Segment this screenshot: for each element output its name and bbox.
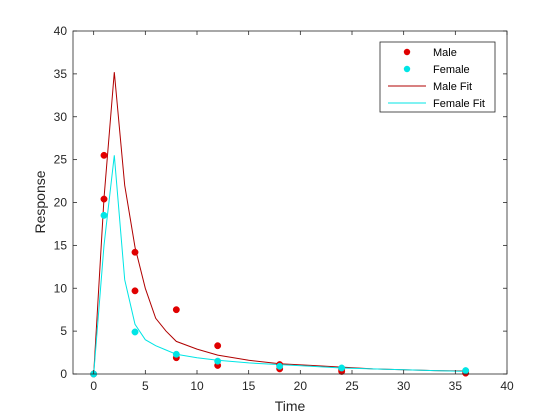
x-tick-label-25: 25 [345,379,359,393]
x-axis-label: Time [275,398,306,414]
x-tick-label-35: 35 [449,379,463,393]
y-tick-label-25: 25 [54,153,68,167]
male-point [131,248,139,256]
y-tick-label-5: 5 [60,324,67,338]
legend-label-female: Female [433,64,470,76]
female-point [172,350,180,358]
x-tick-label-15: 15 [242,379,256,393]
male-point [214,342,222,350]
female-point [276,362,284,370]
legend-label-male-fit: Male Fit [433,81,472,93]
legend: Male Female Male Fit Female Fit [379,41,496,113]
x-tick-label-20: 20 [294,379,308,393]
y-tick-label-15: 15 [54,238,68,252]
x-tick-label-40: 40 [500,379,514,393]
female-point [462,367,470,375]
x-tick-label-30: 30 [397,379,411,393]
female-point [100,211,108,219]
y-tick-label-0: 0 [60,367,67,381]
y-tick-label-40: 40 [54,24,68,38]
x-axis-ticks: 0 5 10 15 20 25 30 35 40 [90,31,514,393]
fit-lines [93,72,466,375]
legend-label-male: Male [433,47,457,59]
x-tick-label-0: 0 [90,379,97,393]
y-axis-ticks: 0 5 10 15 20 25 30 35 40 [54,24,507,381]
y-tick-label-10: 10 [54,281,68,295]
x-tick-label-5: 5 [142,379,149,393]
male-point [131,287,139,295]
male-point [100,151,108,159]
legend-box [379,41,496,113]
male-point [172,306,180,314]
y-tick-label-35: 35 [54,67,68,81]
y-tick-label-30: 30 [54,110,68,124]
x-tick-label-10: 10 [190,379,204,393]
y-tick-label-20: 20 [54,196,68,210]
female-point [338,364,346,372]
female-fit-line [93,155,466,375]
female-point [131,328,139,336]
legend-label-female-fit: Female Fit [433,98,485,110]
male-point [100,195,108,203]
legend-swatch-male [403,48,411,56]
female-point [214,357,222,365]
y-axis-label: Response [32,170,48,233]
legend-swatch-female [403,65,411,73]
